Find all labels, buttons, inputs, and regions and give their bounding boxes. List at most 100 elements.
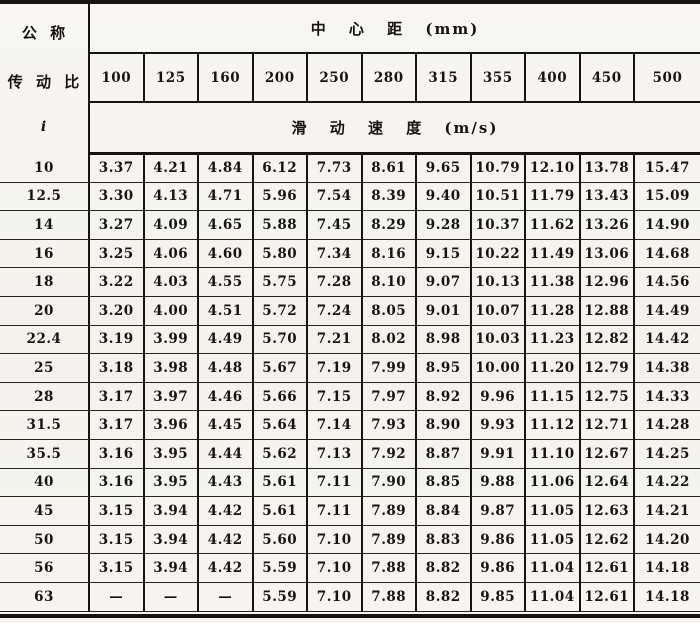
table-row-ratio-18: 18 3.22 4.03 4.55 5.75 7.28 8.10 9.07 10.13 11.38…: [0, 267, 700, 297]
cell: 6.12: [251, 153, 307, 183]
cell: 9.86: [469, 553, 525, 583]
cell: 11.23: [524, 325, 580, 355]
cell: 12.71: [578, 410, 634, 440]
cell: 8.05: [360, 296, 416, 326]
cell: 10.79: [469, 153, 525, 183]
cell: 3.17: [88, 382, 144, 412]
cell: 3.22: [88, 267, 144, 297]
cell: 11.49: [524, 239, 580, 269]
cell: 12.75: [578, 382, 634, 412]
column-header-280: 280: [360, 53, 416, 103]
table-row-ratio-40: 40 3.16 3.95 4.43 5.61 7.11 7.90 8.85 9.88 11.06 1…: [0, 468, 700, 498]
cell: 3.94: [142, 553, 198, 583]
cell: 8.92: [415, 382, 471, 412]
cell: 11.62: [524, 210, 580, 240]
column-header-200: 200: [251, 53, 307, 103]
cell: 3.96: [142, 410, 198, 440]
cell: 8.95: [415, 353, 471, 383]
ratio-header-cell: 公 称 传 动 比 i: [0, 2, 90, 154]
cell: 4.45: [197, 410, 253, 440]
cell: 15.47: [633, 153, 700, 183]
ratio-symbol: i: [40, 119, 48, 136]
cell: 7.10: [306, 582, 362, 612]
cell: 14.21: [633, 496, 700, 526]
cell: 7.99: [360, 353, 416, 383]
cell: 3.94: [142, 496, 198, 526]
cell: 12.64: [578, 468, 634, 498]
cell: 3.94: [142, 525, 198, 555]
cell: 5.61: [251, 468, 307, 498]
cell: 9.65: [415, 153, 471, 183]
cell: 3.16: [88, 439, 144, 469]
table-row-ratio-31.5: 31.5 3.17 3.96 4.45 5.64 7.14 7.93 8.90 9.93 11.1…: [0, 410, 700, 440]
table-row-ratio-22.4: 22.4 3.19 3.99 4.49 5.70 7.21 8.02 8.98 10.03 11.…: [0, 325, 700, 355]
cell: 5.72: [251, 296, 307, 326]
cell: 11.04: [524, 553, 580, 583]
cell: 5.66: [251, 382, 307, 412]
column-header-125: 125: [142, 53, 198, 103]
table-row-ratio-16: 16 3.25 4.06 4.60 5.80 7.34 8.16 9.15 10.22 11.49…: [0, 239, 700, 269]
bottom-double-rule: [0, 613, 700, 618]
cell: 7.10: [306, 553, 362, 583]
cell: 12.63: [578, 496, 634, 526]
cell: 7.11: [306, 468, 362, 498]
cell: 10.03: [469, 325, 525, 355]
cell: 11.79: [524, 182, 580, 212]
cell: 3.16: [88, 468, 144, 498]
row-label: 63: [0, 582, 89, 612]
table-row-ratio-25: 25 3.18 3.98 4.48 5.67 7.19 7.99 8.95 10.00 11.20…: [0, 353, 700, 383]
cell: 10.00: [469, 353, 525, 383]
cell: 3.30: [88, 182, 144, 212]
cell: 5.62: [251, 439, 307, 469]
column-header-250: 250: [306, 53, 362, 103]
cell: 9.86: [469, 525, 525, 555]
cell: 3.27: [88, 210, 144, 240]
row-label: 14: [0, 210, 89, 240]
cell: 8.85: [415, 468, 471, 498]
row-label: 50: [0, 525, 89, 555]
cell: 7.28: [306, 267, 362, 297]
cell: 5.80: [251, 239, 307, 269]
table-row-ratio-35.5: 35.5 3.16 3.95 4.44 5.62 7.13 7.92 8.87 9.91 11.1…: [0, 439, 700, 469]
cell: 14.68: [633, 239, 700, 269]
cell: 14.38: [633, 353, 700, 383]
table-row-ratio-10: 10 3.37 4.21 4.84 6.12 7.73 8.61 9.65 10.79 12.10…: [0, 153, 700, 183]
cell: 5.75: [251, 267, 307, 297]
ratio-header-line2: 传 动 比: [7, 72, 81, 91]
cell: 13.06: [578, 239, 634, 269]
cell: 4.71: [197, 182, 253, 212]
cell: 4.03: [142, 267, 198, 297]
cell: 5.88: [251, 210, 307, 240]
cell: 13.26: [578, 210, 634, 240]
cell: 11.28: [524, 296, 580, 326]
cell: 9.96: [469, 382, 525, 412]
cell: 10.37: [469, 210, 525, 240]
column-header-450: 450: [578, 53, 634, 103]
cell: 8.02: [360, 325, 416, 355]
cell: 13.78: [578, 153, 634, 183]
row-label: 18: [0, 267, 89, 297]
cell: 14.42: [633, 325, 700, 355]
cell: 8.83: [415, 525, 471, 555]
cell: 7.89: [360, 496, 416, 526]
cell: 8.16: [360, 239, 416, 269]
cell: 8.84: [415, 496, 471, 526]
cell: 10.51: [469, 182, 525, 212]
cell: 5.70: [251, 325, 307, 355]
cell: 4.43: [197, 468, 253, 498]
table-row-ratio-50: 50 3.15 3.94 4.42 5.60 7.10 7.89 8.83 9.86 11.05 1…: [0, 525, 700, 555]
cell: 11.05: [524, 496, 580, 526]
cell: 7.34: [306, 239, 362, 269]
cell: 12.79: [578, 353, 634, 383]
cell: —: [88, 582, 144, 612]
cell: 7.21: [306, 325, 362, 355]
cell: 8.87: [415, 439, 471, 469]
cell: 8.39: [360, 182, 416, 212]
column-header-row: 100 125 160 200 250 280 315 355 400 450 500: [0, 53, 700, 103]
ratio-header-line1: 公 称: [21, 24, 67, 43]
column-header-500: 500: [633, 53, 700, 103]
row-label: 35.5: [0, 439, 89, 469]
cell: 7.24: [306, 296, 362, 326]
cell: 5.60: [251, 525, 307, 555]
cell: 13.43: [578, 182, 634, 212]
